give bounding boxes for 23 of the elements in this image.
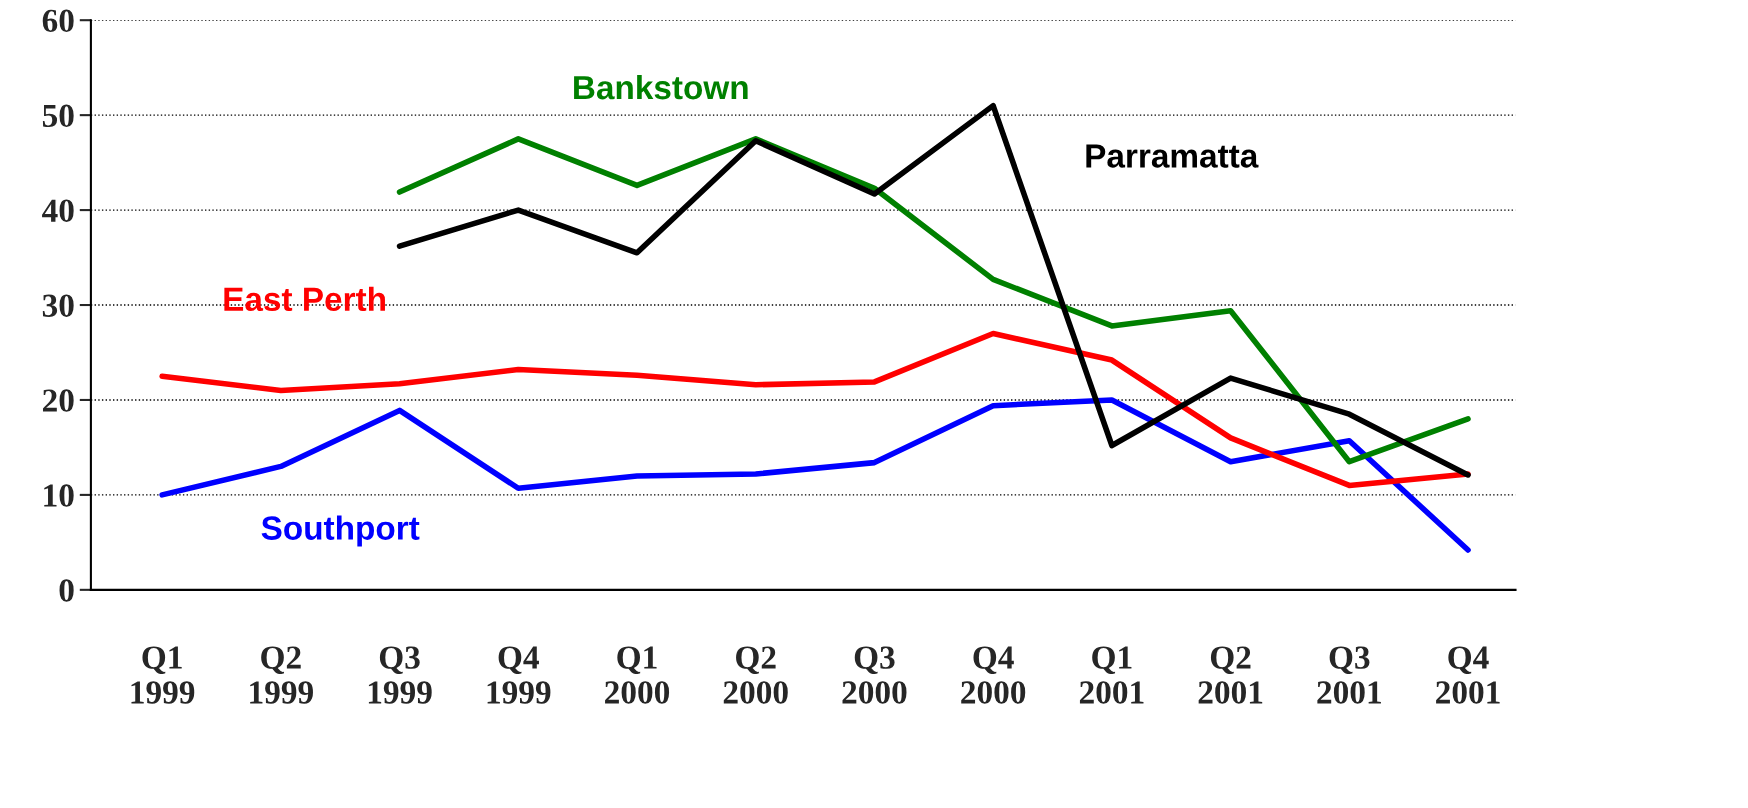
- x-tick-label: Q1 2001: [1079, 646, 1144, 704]
- text: East Perth: [224, 286, 385, 312]
- x-tick-label: Q4 1999: [487, 646, 551, 704]
- series-label: Southport: [261, 515, 420, 547]
- x-tick-label: Q2 2000: [723, 646, 788, 704]
- y-tick-label: 50: [42, 104, 74, 128]
- x-tick-label: Q2 2001: [1198, 646, 1263, 704]
- y-tick-label: 60: [42, 9, 74, 33]
- y-tick-label: 20: [42, 389, 74, 412]
- x-tick-label: Q1 1999: [131, 646, 195, 704]
- series-label: Bankstown: [574, 74, 748, 100]
- x-tick-label: Q1 2000: [605, 646, 670, 704]
- y-tick-label: 30: [42, 294, 74, 317]
- x-tick-label: Q3 2000: [842, 646, 907, 704]
- y-tick-label: 0: [59, 579, 74, 602]
- x-tick-label: Q3 2001: [1317, 646, 1381, 704]
- x-tick-label: Q2 1999: [250, 646, 313, 704]
- x-tick-label: Q3 1999: [368, 646, 432, 704]
- y-tick-label: 40: [42, 199, 74, 222]
- y-tick-label: 10: [44, 484, 74, 507]
- text: Parramatta: [1086, 144, 1259, 168]
- x-tick-label: Q4 2000: [961, 646, 1026, 704]
- x-tick-label: Q4 2001: [1436, 646, 1500, 704]
